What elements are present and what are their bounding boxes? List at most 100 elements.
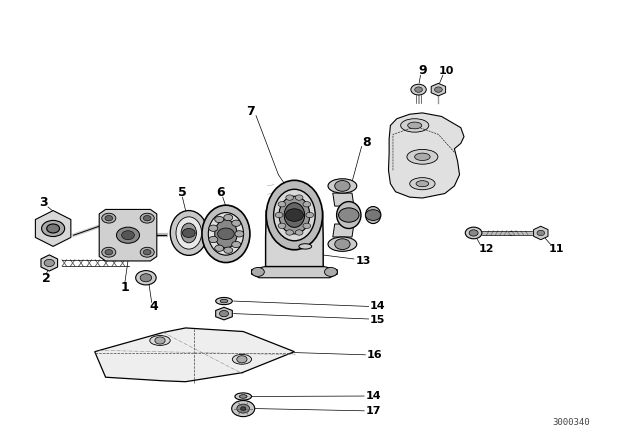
Ellipse shape <box>415 153 430 160</box>
Circle shape <box>415 87 422 92</box>
Circle shape <box>105 215 113 221</box>
Ellipse shape <box>299 244 312 249</box>
Polygon shape <box>388 113 464 198</box>
Circle shape <box>339 208 359 222</box>
Circle shape <box>295 195 303 200</box>
Circle shape <box>252 267 264 276</box>
Circle shape <box>182 228 195 237</box>
Text: 14: 14 <box>370 302 385 311</box>
Text: 10: 10 <box>439 66 454 76</box>
Text: 5: 5 <box>178 186 187 199</box>
Polygon shape <box>333 193 354 206</box>
Circle shape <box>303 223 310 228</box>
Circle shape <box>237 404 250 413</box>
Circle shape <box>42 220 65 237</box>
Ellipse shape <box>279 196 310 234</box>
Ellipse shape <box>328 237 357 251</box>
Circle shape <box>537 230 545 236</box>
Text: 12: 12 <box>479 244 494 254</box>
Circle shape <box>143 215 151 221</box>
Ellipse shape <box>401 119 429 132</box>
Circle shape <box>209 237 218 243</box>
Circle shape <box>335 181 350 191</box>
Circle shape <box>465 227 482 239</box>
Ellipse shape <box>150 336 170 345</box>
Ellipse shape <box>176 217 202 249</box>
Ellipse shape <box>202 205 250 263</box>
Ellipse shape <box>266 180 323 250</box>
Circle shape <box>275 212 283 218</box>
Circle shape <box>435 87 442 92</box>
Ellipse shape <box>170 211 207 255</box>
Text: 17: 17 <box>365 406 381 416</box>
Text: 1: 1 <box>120 281 129 294</box>
Ellipse shape <box>220 299 228 303</box>
Circle shape <box>140 247 154 257</box>
Polygon shape <box>95 328 294 382</box>
Ellipse shape <box>337 202 361 228</box>
Ellipse shape <box>284 202 305 228</box>
Text: 3000340: 3000340 <box>553 418 590 426</box>
Circle shape <box>237 356 247 363</box>
Ellipse shape <box>410 178 435 190</box>
Circle shape <box>285 209 303 221</box>
Polygon shape <box>252 266 337 278</box>
Circle shape <box>220 310 228 317</box>
Circle shape <box>303 202 310 207</box>
Polygon shape <box>431 83 445 96</box>
Circle shape <box>411 84 426 95</box>
Ellipse shape <box>365 207 381 224</box>
Polygon shape <box>333 224 354 237</box>
Circle shape <box>278 202 286 207</box>
Text: 4: 4 <box>149 300 158 314</box>
Circle shape <box>241 407 246 410</box>
Polygon shape <box>216 307 232 320</box>
Circle shape <box>324 267 337 276</box>
Circle shape <box>122 231 134 240</box>
Text: 8: 8 <box>362 135 371 149</box>
Circle shape <box>116 227 140 243</box>
Text: 15: 15 <box>370 315 385 325</box>
Circle shape <box>224 247 233 253</box>
Circle shape <box>102 247 116 257</box>
Ellipse shape <box>416 181 429 187</box>
Ellipse shape <box>274 189 316 241</box>
Circle shape <box>235 231 244 237</box>
Circle shape <box>140 274 152 282</box>
Circle shape <box>286 230 294 235</box>
Circle shape <box>136 271 156 285</box>
Circle shape <box>306 212 314 218</box>
Circle shape <box>155 337 165 344</box>
Circle shape <box>286 195 294 200</box>
Circle shape <box>224 215 233 221</box>
Text: 13: 13 <box>355 256 371 266</box>
Circle shape <box>295 230 303 235</box>
Polygon shape <box>35 211 71 246</box>
Text: 2: 2 <box>42 272 51 285</box>
Polygon shape <box>99 210 157 261</box>
Circle shape <box>105 250 113 255</box>
Circle shape <box>278 223 286 228</box>
Text: 11: 11 <box>549 244 564 254</box>
Circle shape <box>102 213 116 223</box>
Circle shape <box>232 401 255 417</box>
Ellipse shape <box>216 297 232 305</box>
Circle shape <box>232 220 241 226</box>
Ellipse shape <box>408 122 422 129</box>
Text: 6: 6 <box>216 186 225 199</box>
Ellipse shape <box>181 223 196 243</box>
Circle shape <box>209 225 218 231</box>
Text: 7: 7 <box>246 104 255 118</box>
Circle shape <box>215 245 224 251</box>
Polygon shape <box>41 255 58 271</box>
Circle shape <box>232 241 241 248</box>
Circle shape <box>215 216 224 223</box>
Ellipse shape <box>407 150 438 164</box>
Ellipse shape <box>215 220 237 248</box>
Ellipse shape <box>232 354 252 364</box>
Ellipse shape <box>328 179 357 193</box>
Text: 3: 3 <box>39 196 48 209</box>
Text: 9: 9 <box>418 64 427 78</box>
Ellipse shape <box>209 213 243 255</box>
Circle shape <box>365 210 381 220</box>
